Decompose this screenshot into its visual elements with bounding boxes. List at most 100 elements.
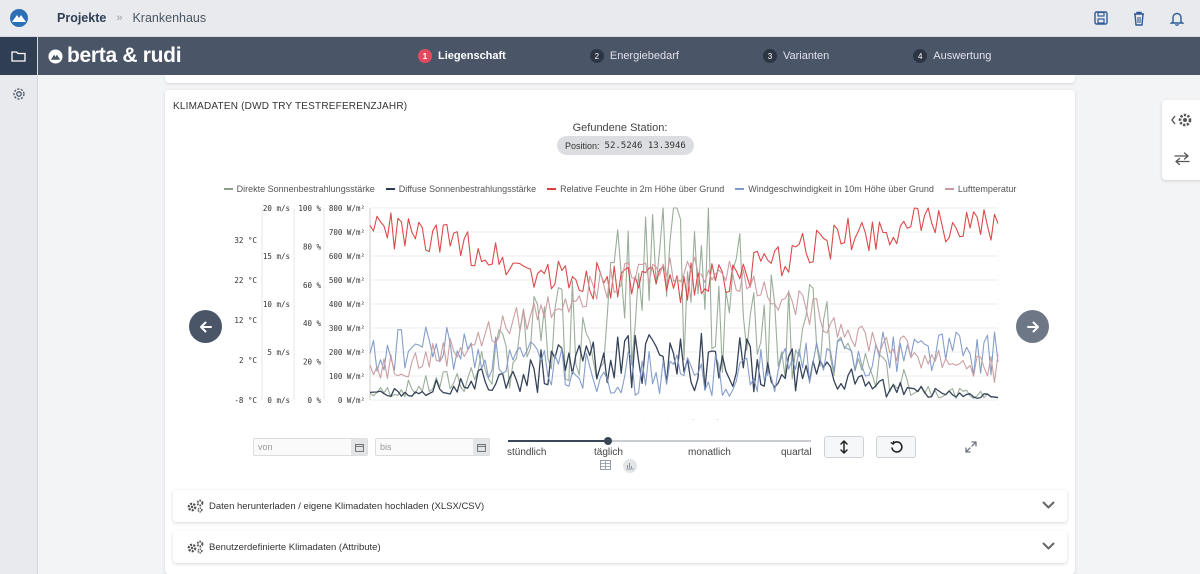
position-label: Position: (565, 140, 600, 151)
y-tick-label: 32 °C (234, 236, 257, 245)
breadcrumb-current: Krankenhaus (132, 11, 207, 25)
series-line-4 (369, 326, 999, 397)
legend-swatch (735, 188, 745, 190)
step-varianten[interactable]: 3 Varianten (762, 49, 830, 63)
y-tick-label: 700 W/m² (329, 228, 365, 237)
legend-label: Diffuse Sonnenbestrahlungsstärke (398, 184, 537, 194)
y-tick-label: 80 % (303, 242, 322, 251)
legend-swatch (385, 188, 395, 190)
date-from-input[interactable]: von (253, 438, 368, 456)
y-tick-label: 100 W/m² (329, 372, 365, 381)
step-energiebedarf[interactable]: 2 Energiebedarf (589, 49, 679, 63)
breadcrumb-projects[interactable]: Projekte (57, 11, 107, 25)
mountain-logo-icon[interactable] (0, 9, 38, 27)
table-view-icon[interactable] (600, 459, 611, 476)
gear-icon[interactable] (0, 75, 37, 113)
x-tick-label: 23.03 (484, 419, 502, 420)
wizard-steps: 1 Liegenschaft 2 Energiebedarf 3 Variant… (418, 37, 1075, 75)
y-tick-label: -8 °C (234, 396, 257, 405)
legend-item-wind[interactable]: Windgeschwindigkeit in 10m Höhe über Gru… (735, 184, 934, 194)
step-number: 1 (418, 49, 432, 63)
x-tick-label: 20.04 (534, 418, 552, 420)
folder-icon[interactable] (0, 37, 37, 75)
granularity-slider[interactable] (508, 437, 811, 445)
next-arrow-button[interactable] (1016, 310, 1049, 343)
step-auswertung[interactable]: 4 Auswertung (913, 49, 991, 63)
granularity-hourly[interactable]: stündlich (507, 447, 547, 458)
y-tick-label: 0 % (307, 396, 321, 405)
top-bar: Projekte » Krankenhaus (0, 0, 1200, 37)
x-tick-label: 21.09 (804, 419, 822, 420)
x-tick-label: 30.11 (926, 419, 944, 420)
y-tick-label: 40 % (303, 319, 322, 328)
y-tick-label: 400 W/m² (329, 300, 365, 309)
step-navbar: berta & rudi 1 Liegenschaft 2 Energiebed… (38, 37, 1200, 75)
granularity-monthly[interactable]: monatlich (688, 447, 731, 458)
date-to-placeholder: bis (380, 442, 392, 452)
date-to-input[interactable]: bis (375, 438, 490, 456)
legend-item-diffuse[interactable]: Diffuse Sonnenbestrahlungsstärke (385, 184, 537, 194)
climate-data-card: KLIMADATEN (DWD TRY TESTREFERENZJAHR) Ge… (165, 90, 1075, 574)
left-rail (0, 37, 38, 574)
accordion-download-upload[interactable]: Daten herunterladen / eigene Klimadaten … (173, 490, 1067, 522)
step-label: Liegenschaft (438, 50, 506, 62)
step-label: Varianten (782, 50, 830, 62)
x-tick-label: 26.01 (386, 419, 404, 420)
y-tick-label: 20 % (303, 358, 322, 367)
previous-card-edge (165, 75, 1075, 83)
save-icon[interactable] (1092, 9, 1110, 27)
x-tick-label: 19.10 (853, 419, 871, 420)
x-tick-label: 18.05 (583, 419, 601, 420)
legend-item-temperature[interactable]: Lufttemperatur (944, 184, 1016, 194)
x-tick-label: 16.11 (902, 419, 920, 420)
slider-handle[interactable] (604, 437, 612, 445)
breadcrumb-separator-icon: » (116, 12, 123, 24)
y-tick-label: 200 W/m² (329, 348, 365, 357)
brand-mountain-icon (48, 48, 63, 64)
x-tick-label: 09.03 (460, 419, 478, 420)
y-tick-label: 100 % (298, 204, 321, 213)
x-tick-label: 02.11 (877, 419, 895, 420)
y-tick-label: 60 % (303, 281, 322, 290)
slider-fill (508, 440, 608, 442)
gear-icon (1171, 113, 1192, 127)
legend-label: Relative Feuchte in 2m Höhe über Grund (560, 184, 725, 194)
settings-toggle-button[interactable] (1162, 110, 1200, 130)
x-tick-label: 24.08 (755, 419, 773, 420)
swap-button[interactable] (1162, 148, 1200, 168)
right-side-panel (1162, 100, 1200, 180)
scale-axes-button[interactable] (824, 436, 864, 458)
calendar-icon[interactable] (473, 439, 489, 455)
series-line-1 (369, 207, 999, 399)
legend-swatch (223, 188, 233, 190)
legend-swatch (547, 188, 557, 190)
series-line-2 (369, 332, 999, 399)
x-tick-label: 23.02 (435, 419, 453, 420)
x-tick-label: 05.10 (828, 419, 846, 420)
chevron-down-icon[interactable] (1042, 540, 1055, 554)
granularity-quarterly[interactable]: quartal (781, 447, 812, 458)
accordion-custom-attributes[interactable]: Benutzerdefinierte Klimadaten (Attribute… (173, 531, 1067, 563)
bell-icon[interactable] (1168, 9, 1186, 27)
legend-item-humidity[interactable]: Relative Feuchte in 2m Höhe über Grund (547, 184, 724, 194)
calendar-icon[interactable] (351, 439, 367, 455)
gears-icon (185, 539, 205, 555)
chart-view-icon[interactable] (623, 459, 637, 476)
step-number: 2 (589, 49, 604, 63)
date-from-placeholder: von (258, 442, 273, 452)
breadcrumb: Projekte » Krankenhaus (57, 11, 206, 25)
previous-arrow-button[interactable] (189, 310, 222, 343)
gears-icon (185, 498, 205, 514)
y-tick-label: 800 W/m² (329, 204, 365, 213)
y-tick-label: 300 W/m² (329, 324, 365, 333)
vertical-arrows-icon (840, 440, 848, 454)
reset-zoom-button[interactable] (876, 436, 916, 458)
legend-item-direct[interactable]: Direkte Sonnenbestrahlungsstärke (223, 184, 375, 194)
expand-icon[interactable] (965, 441, 977, 456)
station-label: Gefundene Station: (572, 122, 668, 134)
step-liegenschaft[interactable]: 1 Liegenschaft (418, 49, 506, 63)
chevron-down-icon[interactable] (1042, 499, 1055, 513)
granularity-daily[interactable]: täglich (594, 447, 623, 458)
trash-icon[interactable] (1130, 9, 1148, 27)
brand-logo[interactable]: berta & rudi (48, 44, 182, 68)
